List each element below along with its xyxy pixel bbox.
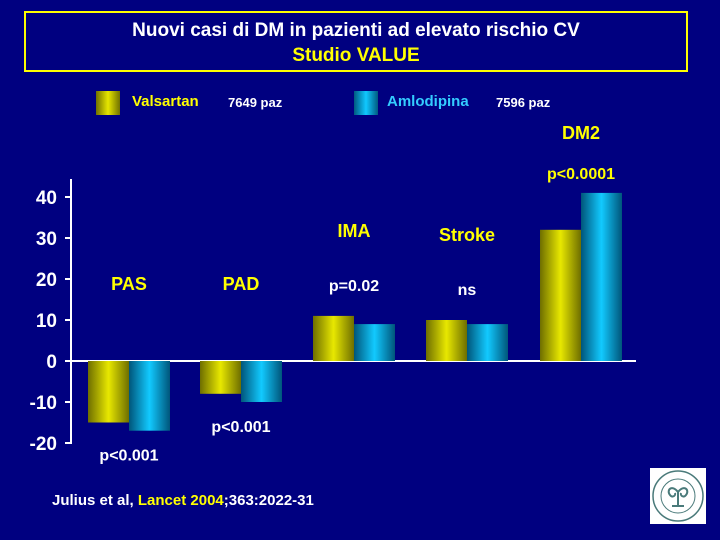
category-label: DM2 (562, 123, 600, 143)
y-tick-label: 20 (36, 270, 57, 291)
y-tick-label: -20 (30, 434, 57, 455)
bar-valsartan (426, 320, 467, 361)
y-tick-label: -10 (30, 393, 57, 414)
legend-swatch-amlodipina (354, 91, 378, 115)
bar-amlodipina (467, 324, 508, 361)
category-label: Stroke (439, 225, 495, 245)
bar-valsartan (200, 361, 241, 394)
chart-title: Nuovi casi di DM in pazienti ad elevato … (132, 20, 580, 41)
y-tick-label: 30 (36, 229, 57, 250)
y-tick-label: 0 (46, 352, 57, 373)
p-value-label: ns (458, 282, 477, 299)
citation: Julius et al, Lancet 2004;363:2022-31 (52, 492, 314, 509)
y-tick-label: 10 (36, 311, 57, 332)
p-value-label: p=0.02 (329, 278, 379, 295)
bar-amlodipina (581, 192, 622, 361)
title-box: Nuovi casi di DM in pazienti ad elevato … (24, 11, 688, 72)
bar-amlodipina (241, 361, 282, 402)
legend-swatch-valsartan (96, 91, 120, 115)
y-tick-label: 40 (36, 188, 57, 209)
bar-amlodipina (129, 361, 170, 431)
bar-amlodipina (354, 324, 395, 361)
citation-authors: Julius et al, (52, 492, 134, 509)
university-seal-icon (650, 468, 706, 524)
citation-journal: Lancet (137, 492, 187, 509)
legend-label-amlodipina: Amlodipina (387, 93, 469, 110)
legend-count-amlodipina: 7596 paz (496, 95, 551, 110)
category-label: PAD (223, 274, 260, 294)
chart-subtitle: Studio VALUE (292, 45, 420, 66)
p-value-label: p<0.001 (99, 448, 158, 465)
legend-count-valsartan: 7649 paz (228, 95, 283, 110)
bar-valsartan (540, 229, 581, 361)
legend-label-valsartan: Valsartan (132, 93, 199, 110)
category-label: IMA (338, 221, 371, 241)
citation-year: 2004 (190, 492, 224, 509)
bar-valsartan (88, 361, 129, 423)
bar-valsartan (313, 315, 354, 361)
p-value-label: p<0.001 (211, 419, 270, 436)
citation-rest: ;363:2022-31 (223, 492, 314, 509)
bar-chart: 40 30 20 10 0 -10 -20 PAS p<0.001 PAD p<0.001 IMA p=… (30, 123, 636, 465)
category-label: PAS (111, 274, 147, 294)
p-value-label: p<0.0001 (547, 166, 615, 183)
